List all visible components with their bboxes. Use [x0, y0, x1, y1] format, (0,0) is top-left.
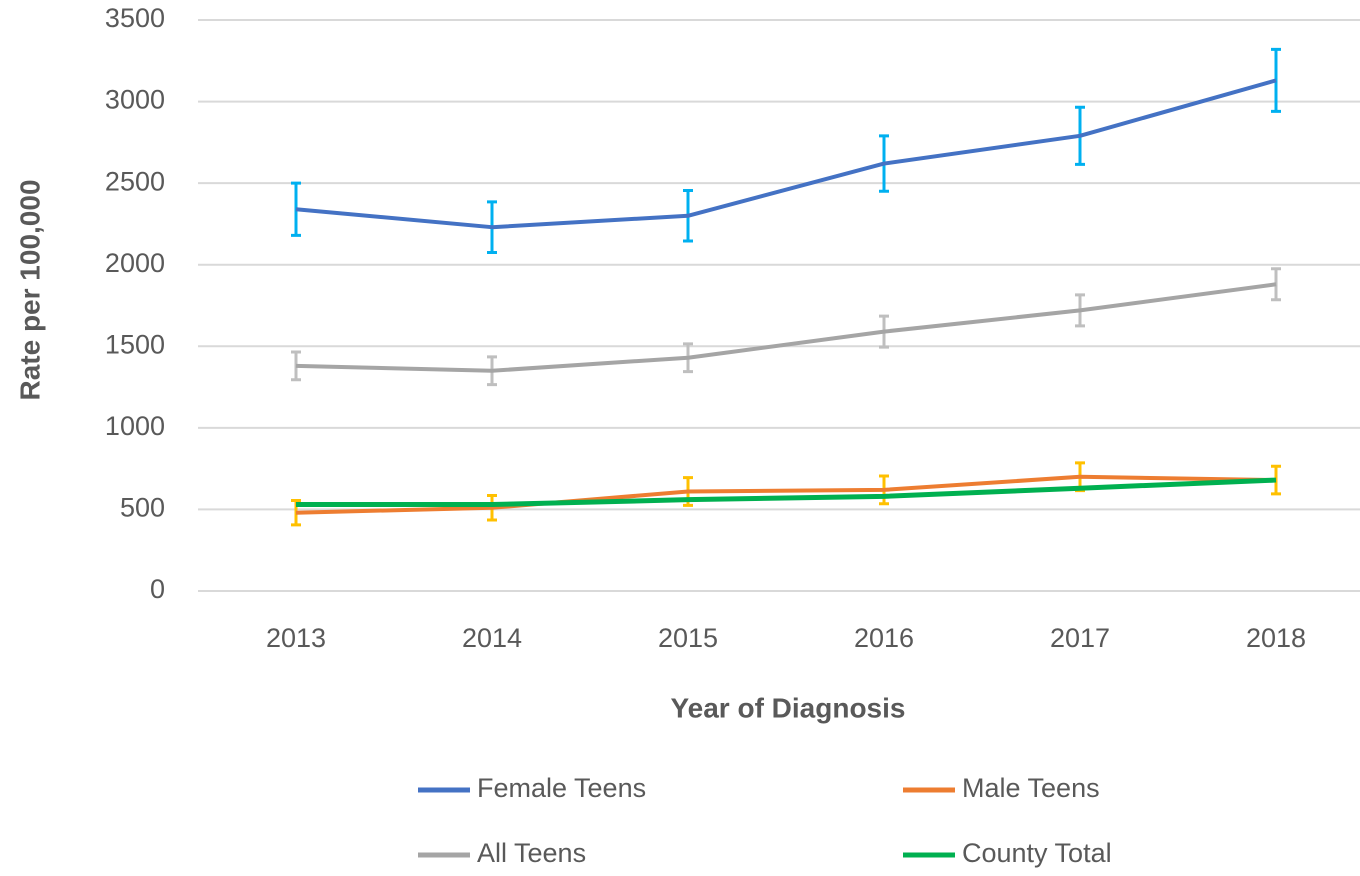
y-tick-label: 2000	[105, 248, 165, 278]
x-tick-label: 2017	[1050, 623, 1110, 653]
y-tick-label: 1000	[105, 411, 165, 441]
x-tick-label: 2015	[658, 623, 718, 653]
series-line	[295, 474, 1277, 515]
y-tick-label: 1500	[105, 329, 165, 359]
y-tick-label: 3000	[105, 85, 165, 115]
legend-label: County Total	[962, 838, 1112, 868]
x-tick-label: 2013	[266, 623, 326, 653]
y-tick-label: 0	[150, 574, 165, 604]
y-axis-title: Rate per 100,000	[14, 179, 45, 400]
x-tick-label: 2016	[854, 623, 914, 653]
series-line	[296, 477, 1277, 508]
y-tick-label: 3500	[105, 3, 165, 33]
y-tick-label: 500	[120, 493, 165, 523]
legend-label: Female Teens	[477, 773, 646, 803]
legend-label: Male Teens	[962, 773, 1100, 803]
x-tick-label: 2014	[462, 623, 522, 653]
series-line	[295, 78, 1277, 230]
series-line	[295, 282, 1277, 373]
y-tick-label: 2500	[105, 166, 165, 196]
legend-label: All Teens	[477, 838, 586, 868]
x-tick-label: 2018	[1246, 623, 1306, 653]
x-axis-title: Year of Diagnosis	[671, 692, 906, 723]
error-bar	[1271, 47, 1281, 113]
